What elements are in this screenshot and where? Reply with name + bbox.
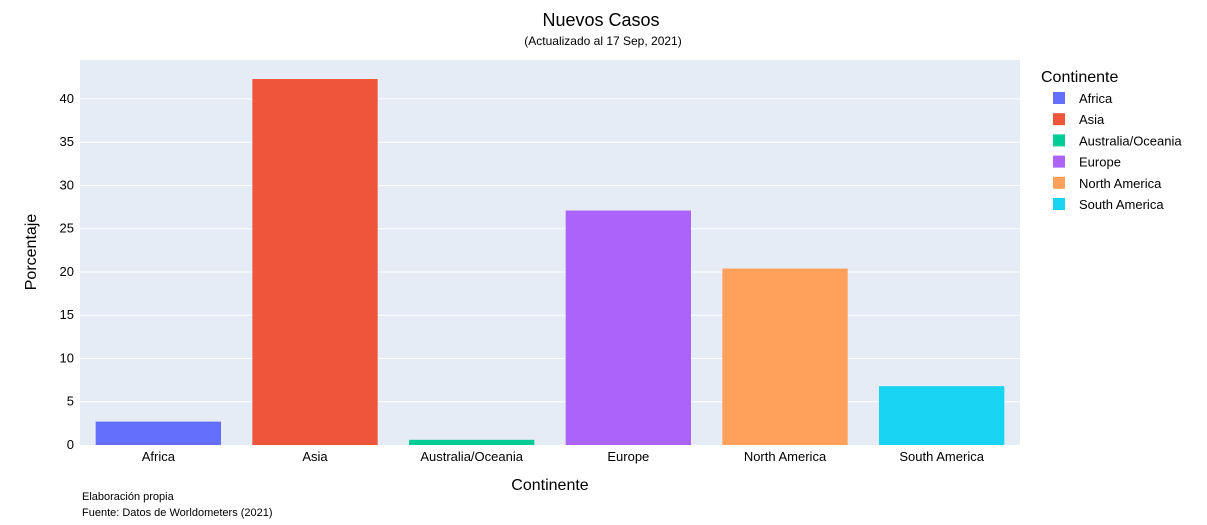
- y-axis-ticks: 0 5 10 15 20 25 30 35 40: [60, 91, 74, 452]
- legend-label: Europe: [1079, 155, 1121, 170]
- legend-label: South America: [1079, 197, 1164, 212]
- legend-swatch: [1053, 113, 1065, 126]
- legend-swatch: [1053, 155, 1065, 168]
- bar-south-america: [879, 386, 1005, 445]
- chart-title: Nuevos Casos: [542, 10, 659, 30]
- x-tick-label: Australia/Oceania: [420, 449, 523, 464]
- y-tick-label: 40: [60, 91, 74, 106]
- legend-swatch: [1053, 92, 1065, 104]
- gridlines: [80, 98, 1020, 403]
- y-tick-label: 20: [60, 264, 74, 279]
- y-tick-label: 25: [60, 221, 74, 236]
- chart-subtitle: (Actualizado al 17 Sep, 2021): [524, 34, 681, 48]
- legend-swatch: [1053, 198, 1065, 210]
- legend-item[interactable]: Asia: [1053, 112, 1105, 127]
- legend-label: Australia/Oceania: [1079, 133, 1182, 148]
- legend-item[interactable]: North America: [1053, 176, 1162, 191]
- x-tick-label: Europe: [607, 449, 649, 464]
- x-tick-label: Africa: [142, 449, 176, 464]
- bar-europe: [565, 210, 691, 445]
- y-axis-title: Porcentaje: [23, 214, 40, 291]
- x-axis-ticks: Africa Asia Australia/Oceania Europe North A…: [142, 449, 985, 464]
- y-tick-label: 10: [60, 350, 74, 365]
- bar-asia: [252, 79, 378, 446]
- y-tick-label: 30: [60, 177, 74, 192]
- legend-swatch: [1053, 176, 1065, 189]
- x-tick-label: South America: [899, 449, 984, 464]
- y-tick-label: 5: [67, 394, 74, 409]
- y-tick-label: 0: [67, 437, 74, 452]
- legend-swatch: [1053, 134, 1065, 147]
- legend-item[interactable]: Australia/Oceania: [1053, 133, 1182, 148]
- y-tick-label: 15: [60, 307, 74, 322]
- legend-item[interactable]: Europe: [1053, 155, 1121, 170]
- bar-africa: [95, 421, 221, 445]
- legend: Continente Africa Asia Australia/Oceania Eu…: [1041, 69, 1182, 212]
- legend-label: Africa: [1079, 91, 1113, 106]
- x-axis-title: Continente: [511, 477, 588, 494]
- bars: [95, 79, 1005, 446]
- y-tick-label: 35: [60, 134, 74, 149]
- plot-area: [80, 60, 1020, 445]
- legend-item[interactable]: South America: [1053, 197, 1164, 212]
- legend-label: North America: [1079, 176, 1162, 191]
- legend-label: Asia: [1079, 112, 1105, 127]
- annotation-text: Elaboración propia: [82, 491, 175, 503]
- bar-australia-oceania: [409, 439, 535, 445]
- x-tick-label: Asia: [302, 449, 328, 464]
- annotations: Elaboración propia Fuente: Datos de World…: [82, 491, 273, 519]
- x-tick-label: North America: [744, 449, 827, 464]
- legend-title: Continente: [1041, 69, 1118, 86]
- legend-item[interactable]: Africa: [1053, 91, 1113, 106]
- annotation-text: Fuente: Datos de Worldometers (2021): [82, 507, 273, 519]
- bar-north-america: [722, 268, 848, 445]
